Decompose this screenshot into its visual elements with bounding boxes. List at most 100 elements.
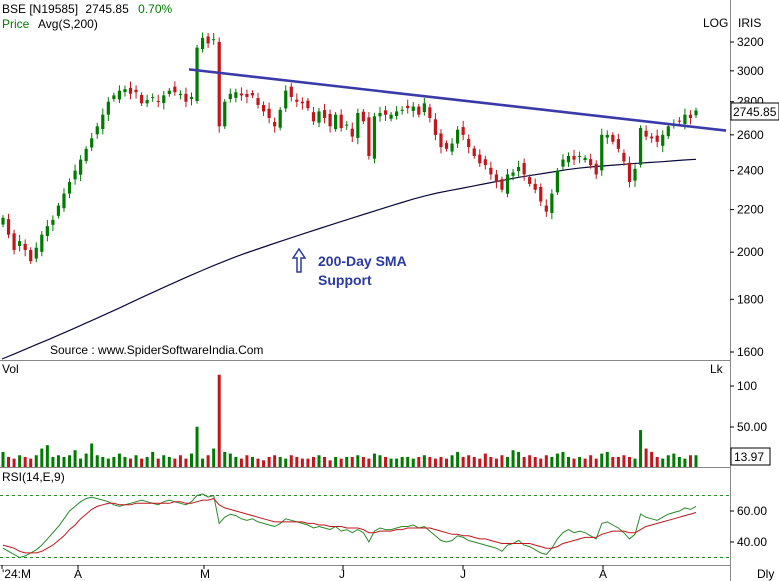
candle-body: [6, 219, 11, 235]
volume-bar: [289, 455, 293, 467]
volume-bar: [328, 460, 332, 467]
volume-bar: [178, 455, 182, 467]
price-tick-3: 2600: [737, 128, 764, 142]
candle-body: [117, 90, 122, 100]
volume-bar: [583, 458, 587, 467]
candle: [572, 149, 576, 166]
volume-bar: [506, 456, 510, 467]
candle: [79, 155, 83, 182]
volume-bar: [262, 460, 266, 467]
candle-body: [611, 134, 615, 142]
candle-body: [101, 114, 105, 130]
volume-bar: [300, 458, 304, 467]
candle: [372, 112, 377, 164]
candle: [350, 122, 354, 142]
candle-body: [627, 162, 632, 182]
candle: [300, 97, 304, 110]
candle: [6, 213, 11, 239]
volume-bar: [622, 455, 626, 467]
x-label-may: M: [200, 567, 210, 581]
candle-body: [650, 136, 654, 139]
volume-bar: [223, 451, 227, 467]
candle: [583, 155, 587, 163]
volume-bar: [350, 456, 354, 467]
candle: [688, 110, 693, 125]
volume-bar: [356, 455, 360, 467]
up-arrow-icon: [291, 247, 307, 273]
candle: [245, 89, 249, 104]
time-axis: '24:M A M J J A Dly: [2, 567, 774, 581]
candle: [295, 93, 299, 108]
candle-body: [23, 243, 27, 250]
candle: [40, 231, 44, 257]
candle-body: [406, 105, 410, 109]
candle: [406, 99, 410, 114]
candle-body: [245, 94, 249, 97]
volume-bar: [650, 451, 654, 467]
volume-bar: [206, 455, 210, 467]
rsi-tick-40: 40.00: [737, 535, 767, 549]
volume-bar: [334, 456, 338, 467]
candle-body: [67, 181, 72, 194]
volume-bar: [323, 456, 327, 467]
candle: [505, 169, 510, 198]
log-scale-label[interactable]: LOG: [703, 16, 728, 30]
candle-body: [206, 36, 210, 44]
candle-body: [389, 114, 393, 119]
candle: [633, 164, 637, 187]
volume-bar: [589, 455, 593, 467]
volume-bar: [151, 451, 155, 467]
volume-bar: [306, 458, 310, 467]
volume-bar: [278, 456, 282, 467]
volume-bar: [156, 458, 160, 467]
volume-badge: [730, 447, 771, 466]
candle-body: [267, 108, 271, 118]
candle: [45, 219, 49, 242]
volume-bar: [1, 451, 5, 467]
candle: [616, 133, 620, 153]
volume-bar: [688, 455, 692, 467]
volume-bar: [528, 455, 532, 467]
candle-body: [128, 87, 133, 94]
candle: [494, 169, 499, 189]
candle-body: [566, 155, 571, 163]
candle-body: [533, 183, 537, 190]
volume-bar: [544, 455, 548, 467]
volume-bar: [472, 456, 476, 467]
candle: [383, 105, 388, 121]
x-tick-marks: [1, 565, 604, 569]
candle-body: [112, 95, 116, 100]
candle-body: [539, 187, 543, 202]
candle-body: [317, 111, 321, 123]
volume-bar: [522, 456, 526, 467]
candle: [516, 160, 521, 177]
candle-body: [428, 107, 432, 118]
candle: [444, 140, 449, 152]
volume-bar: [267, 456, 271, 467]
candle: [56, 202, 61, 219]
volume-bar: [572, 458, 576, 467]
candle: [395, 106, 399, 120]
candle-body: [123, 89, 127, 93]
candle-body: [84, 148, 88, 161]
candle-body: [322, 110, 327, 118]
candle: [400, 106, 404, 115]
volume-bar: [84, 453, 88, 467]
volume-bar: [245, 455, 249, 467]
volume-bar: [117, 453, 121, 467]
candle-body: [622, 152, 626, 162]
volume-bar: [212, 448, 216, 467]
rsi-signal-line: [2, 498, 697, 554]
candle: [62, 188, 66, 212]
candle: [189, 92, 194, 106]
candle: [611, 132, 615, 145]
volume-bar: [639, 430, 643, 467]
legend-avg: Avg(S,200): [38, 17, 98, 31]
candle-body: [367, 117, 371, 156]
candle: [577, 151, 582, 164]
candle-body: [289, 86, 293, 97]
candle-body: [339, 114, 343, 129]
candle: [483, 155, 487, 170]
candle-body: [361, 111, 365, 122]
